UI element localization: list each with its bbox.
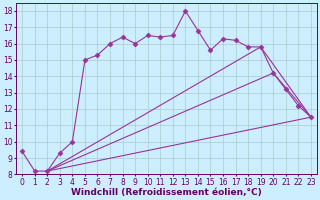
X-axis label: Windchill (Refroidissement éolien,°C): Windchill (Refroidissement éolien,°C) [71,188,262,197]
